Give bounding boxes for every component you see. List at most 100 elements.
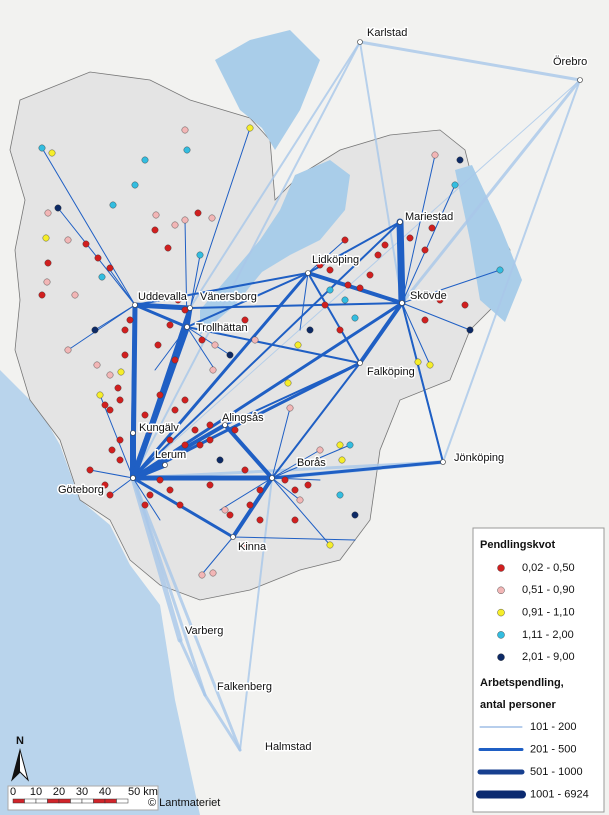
commute-dot bbox=[294, 341, 302, 349]
commute-line bbox=[131, 476, 235, 539]
commute-dot bbox=[256, 486, 264, 494]
commute-dot bbox=[106, 406, 114, 414]
commute-dot bbox=[166, 486, 174, 494]
legend-label: 2,01 - 9,00 bbox=[522, 651, 575, 663]
commute-line bbox=[189, 127, 251, 309]
commute-line bbox=[401, 302, 431, 366]
scale-segment bbox=[93, 798, 106, 804]
place-node bbox=[130, 430, 136, 436]
legend: Pendlingskvot 0,02 - 0,50 0,51 - 0,90 0,91 … bbox=[472, 527, 605, 813]
commute-lines bbox=[41, 40, 582, 752]
commute-dot bbox=[336, 441, 344, 449]
place-label: Uddevalla bbox=[138, 291, 188, 303]
commute-dot bbox=[211, 321, 219, 329]
credit: © Lantmateriet bbox=[148, 797, 220, 809]
commute-dot bbox=[191, 426, 199, 434]
commute-dot bbox=[461, 301, 469, 309]
commute-dot bbox=[241, 541, 249, 549]
commute-dot bbox=[284, 379, 292, 387]
commute-dot bbox=[181, 216, 189, 224]
commute-dot bbox=[198, 336, 206, 344]
place-label: Trollhättan bbox=[196, 322, 248, 334]
commute-line bbox=[186, 326, 361, 364]
place-label: Mariestad bbox=[405, 211, 453, 223]
scale-label: 20 bbox=[53, 786, 65, 798]
commute-dot bbox=[117, 368, 125, 376]
scale-segment bbox=[12, 798, 25, 804]
commute-dot bbox=[183, 146, 191, 154]
commute-dot bbox=[209, 366, 217, 374]
place-label: Lerum bbox=[155, 449, 186, 461]
commute-dot bbox=[366, 271, 374, 279]
commute-dot bbox=[281, 476, 289, 484]
place-label: Jönköping bbox=[454, 452, 504, 464]
commute-dot bbox=[156, 391, 164, 399]
legend-dot bbox=[497, 564, 505, 572]
commute-dot bbox=[181, 441, 189, 449]
commute-dot bbox=[336, 326, 344, 334]
commute-line bbox=[131, 303, 137, 435]
commute-dot bbox=[146, 426, 154, 434]
scale-label: 30 bbox=[76, 786, 88, 798]
place-node bbox=[357, 360, 363, 366]
commute-dot bbox=[338, 456, 346, 464]
commute-line bbox=[307, 239, 346, 274]
commute-line bbox=[231, 476, 274, 539]
commute-line bbox=[189, 302, 403, 309]
commute-line bbox=[299, 272, 309, 331]
scale-label: 0 bbox=[10, 786, 16, 798]
place-node bbox=[130, 475, 136, 481]
commute-dot bbox=[209, 569, 217, 577]
commute-dot bbox=[374, 251, 382, 259]
commute-line bbox=[203, 693, 242, 752]
commute-line bbox=[396, 218, 406, 307]
place-label: Halmstad bbox=[265, 741, 311, 753]
commute-dot bbox=[152, 211, 160, 219]
commute-line bbox=[154, 326, 188, 371]
commute-dot bbox=[108, 446, 116, 454]
place-label: Kinna bbox=[238, 541, 267, 553]
commute-dot bbox=[166, 436, 174, 444]
lake-vanern bbox=[200, 160, 350, 335]
commute-line bbox=[232, 536, 356, 541]
commute-line bbox=[189, 41, 361, 309]
commute-dot bbox=[93, 361, 101, 369]
commute-line bbox=[186, 326, 231, 356]
commute-dot bbox=[96, 391, 104, 399]
legend-label: 0,91 - 1,10 bbox=[522, 607, 575, 619]
legend-label: 201 - 500 bbox=[530, 743, 576, 755]
north-label: N bbox=[16, 735, 24, 747]
place-node bbox=[577, 77, 583, 83]
commute-dot bbox=[346, 441, 354, 449]
commute-line bbox=[132, 302, 193, 311]
commute-line bbox=[99, 394, 134, 479]
commute-dot bbox=[286, 404, 294, 412]
commute-line bbox=[271, 477, 301, 501]
commute-dot bbox=[198, 571, 206, 579]
legend-label: 1001 - 6924 bbox=[530, 788, 589, 800]
sea bbox=[0, 370, 200, 815]
commute-line bbox=[400, 78, 582, 305]
commute-dot bbox=[356, 284, 364, 292]
place-node bbox=[269, 475, 275, 481]
commute-dot bbox=[109, 201, 117, 209]
place-label: Borås bbox=[297, 457, 326, 469]
commute-line bbox=[271, 362, 361, 479]
commute-dot bbox=[94, 254, 102, 262]
commute-dot bbox=[196, 251, 204, 259]
scale-segment bbox=[24, 798, 37, 804]
commute-dot bbox=[341, 296, 349, 304]
commute-dot bbox=[141, 501, 149, 509]
commute-dot bbox=[226, 511, 234, 519]
place-label: Göteborg bbox=[58, 484, 104, 496]
commute-dot bbox=[221, 506, 229, 514]
place-node bbox=[397, 219, 403, 225]
place-node bbox=[222, 422, 228, 428]
commute-dot bbox=[316, 261, 324, 269]
commute-dot bbox=[231, 426, 239, 434]
commute-dot bbox=[194, 209, 202, 217]
place-label: Kungälv bbox=[139, 422, 179, 434]
commute-dot bbox=[171, 406, 179, 414]
commute-dot bbox=[114, 384, 122, 392]
commute-line bbox=[132, 41, 361, 479]
